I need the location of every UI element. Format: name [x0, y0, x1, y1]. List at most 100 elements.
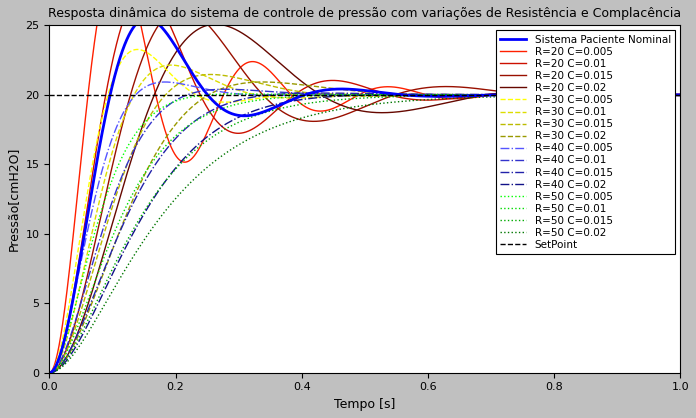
R=20 C=0.01 — [287, 94, 296, 99]
Line: Sistema Paciente Nominal: Sistema Paciente Nominal — [49, 18, 680, 373]
R=40 C=0.005 — [664, 92, 672, 97]
R=30 C=0.015 — [155, 100, 163, 105]
Title: Resposta dinâmica do sistema de controle de pressão com variações de Resistência: Resposta dinâmica do sistema de controle… — [48, 7, 681, 20]
R=40 C=0.02 — [596, 92, 604, 97]
R=40 C=0.02 — [287, 99, 295, 104]
R=20 C=0.005 — [676, 92, 684, 97]
R=30 C=0.005 — [664, 92, 672, 97]
R=30 C=0.005 — [596, 92, 604, 97]
R=50 C=0.02 — [596, 93, 604, 98]
R=30 C=0.005 — [45, 370, 54, 375]
Line: R=40 C=0.005: R=40 C=0.005 — [49, 82, 680, 373]
R=50 C=0.005 — [287, 92, 296, 97]
Sistema Paciente Nominal — [315, 89, 323, 94]
Line: R=50 C=0.015: R=50 C=0.015 — [49, 95, 680, 373]
R=20 C=0.02 — [287, 71, 296, 76]
R=20 C=0.01 — [117, 24, 125, 29]
R=20 C=0.005 — [315, 109, 323, 114]
R=50 C=0.015 — [315, 99, 323, 104]
R=40 C=0.005 — [161, 79, 169, 84]
R=50 C=0.005 — [45, 370, 54, 375]
Sistema Paciente Nominal — [287, 97, 296, 102]
R=30 C=0.005 — [133, 47, 141, 52]
R=20 C=0.02 — [315, 91, 323, 96]
R=20 C=0.02 — [45, 370, 54, 375]
R=50 C=0.015 — [45, 370, 54, 375]
R=30 C=0.015 — [664, 92, 672, 97]
Line: R=40 C=0.02: R=40 C=0.02 — [49, 94, 680, 373]
R=40 C=0.01 — [221, 87, 230, 92]
R=30 C=0.02 — [676, 92, 684, 97]
Legend: Sistema Paciente Nominal, R=20 C=0.005, R=20 C=0.01, R=20 C=0.015, R=20 C=0.02, : Sistema Paciente Nominal, R=20 C=0.005, … — [496, 31, 675, 254]
R=30 C=0.02 — [259, 79, 267, 84]
R=20 C=0.01 — [45, 370, 54, 375]
R=40 C=0.005 — [315, 92, 323, 97]
R=50 C=0.02 — [155, 217, 163, 222]
R=30 C=0.01 — [287, 95, 296, 100]
R=20 C=0.02 — [212, 22, 220, 27]
R=50 C=0.015 — [664, 92, 672, 97]
Line: R=30 C=0.02: R=30 C=0.02 — [49, 82, 680, 373]
R=20 C=0.01 — [676, 92, 684, 97]
R=20 C=0.005 — [287, 93, 296, 98]
R=40 C=0.015 — [314, 91, 322, 96]
R=30 C=0.02 — [287, 81, 296, 86]
R=20 C=0.015 — [155, 23, 163, 28]
R=40 C=0.01 — [664, 92, 672, 97]
R=40 C=0.01 — [155, 111, 163, 116]
R=20 C=0.02 — [117, 190, 125, 195]
R=50 C=0.01 — [442, 92, 450, 97]
R=30 C=0.01 — [676, 92, 684, 97]
R=50 C=0.005 — [235, 92, 244, 97]
R=40 C=0.01 — [596, 92, 604, 97]
R=50 C=0.015 — [117, 249, 125, 254]
Line: R=20 C=0.01: R=20 C=0.01 — [49, 0, 680, 373]
R=50 C=0.02 — [117, 274, 125, 279]
R=40 C=0.015 — [117, 226, 125, 231]
R=20 C=0.015 — [287, 114, 296, 119]
R=30 C=0.01 — [596, 92, 604, 97]
R=20 C=0.005 — [664, 92, 672, 97]
R=30 C=0.015 — [287, 88, 296, 93]
R=20 C=0.005 — [45, 370, 54, 375]
R=20 C=0.015 — [596, 94, 604, 99]
R=30 C=0.01 — [664, 92, 672, 97]
R=20 C=0.015 — [45, 370, 54, 375]
Line: R=30 C=0.005: R=30 C=0.005 — [49, 49, 680, 373]
R=20 C=0.01 — [315, 80, 323, 85]
Line: R=30 C=0.01: R=30 C=0.01 — [49, 65, 680, 373]
R=40 C=0.02 — [117, 253, 125, 258]
R=50 C=0.01 — [676, 92, 684, 97]
R=40 C=0.02 — [315, 95, 323, 100]
R=50 C=0.015 — [596, 92, 604, 97]
R=50 C=0.01 — [596, 92, 604, 97]
R=30 C=0.005 — [117, 59, 125, 64]
R=50 C=0.005 — [664, 92, 672, 97]
R=40 C=0.015 — [596, 92, 604, 97]
R=20 C=0.02 — [155, 82, 163, 87]
R=40 C=0.015 — [664, 92, 672, 97]
R=40 C=0.01 — [287, 90, 296, 95]
R=40 C=0.005 — [676, 92, 684, 97]
Line: R=50 C=0.01: R=50 C=0.01 — [49, 95, 680, 373]
X-axis label: Tempo [s]: Tempo [s] — [334, 398, 395, 411]
R=40 C=0.02 — [45, 370, 54, 375]
Sistema Paciente Nominal — [155, 22, 163, 27]
R=30 C=0.015 — [676, 92, 684, 97]
R=50 C=0.02 — [664, 92, 672, 97]
R=50 C=0.01 — [664, 92, 672, 97]
R=20 C=0.01 — [664, 92, 672, 97]
R=40 C=0.005 — [45, 370, 54, 375]
R=50 C=0.02 — [676, 92, 684, 97]
R=40 C=0.01 — [117, 175, 125, 180]
R=20 C=0.02 — [664, 93, 672, 98]
R=20 C=0.01 — [596, 93, 604, 98]
Sistema Paciente Nominal — [596, 92, 604, 97]
R=50 C=0.01 — [287, 94, 295, 99]
R=30 C=0.015 — [45, 370, 54, 375]
R=30 C=0.01 — [315, 94, 323, 99]
R=40 C=0.015 — [45, 370, 54, 375]
R=20 C=0.015 — [117, 126, 125, 131]
R=40 C=0.015 — [676, 92, 684, 97]
R=40 C=0.005 — [155, 80, 163, 85]
